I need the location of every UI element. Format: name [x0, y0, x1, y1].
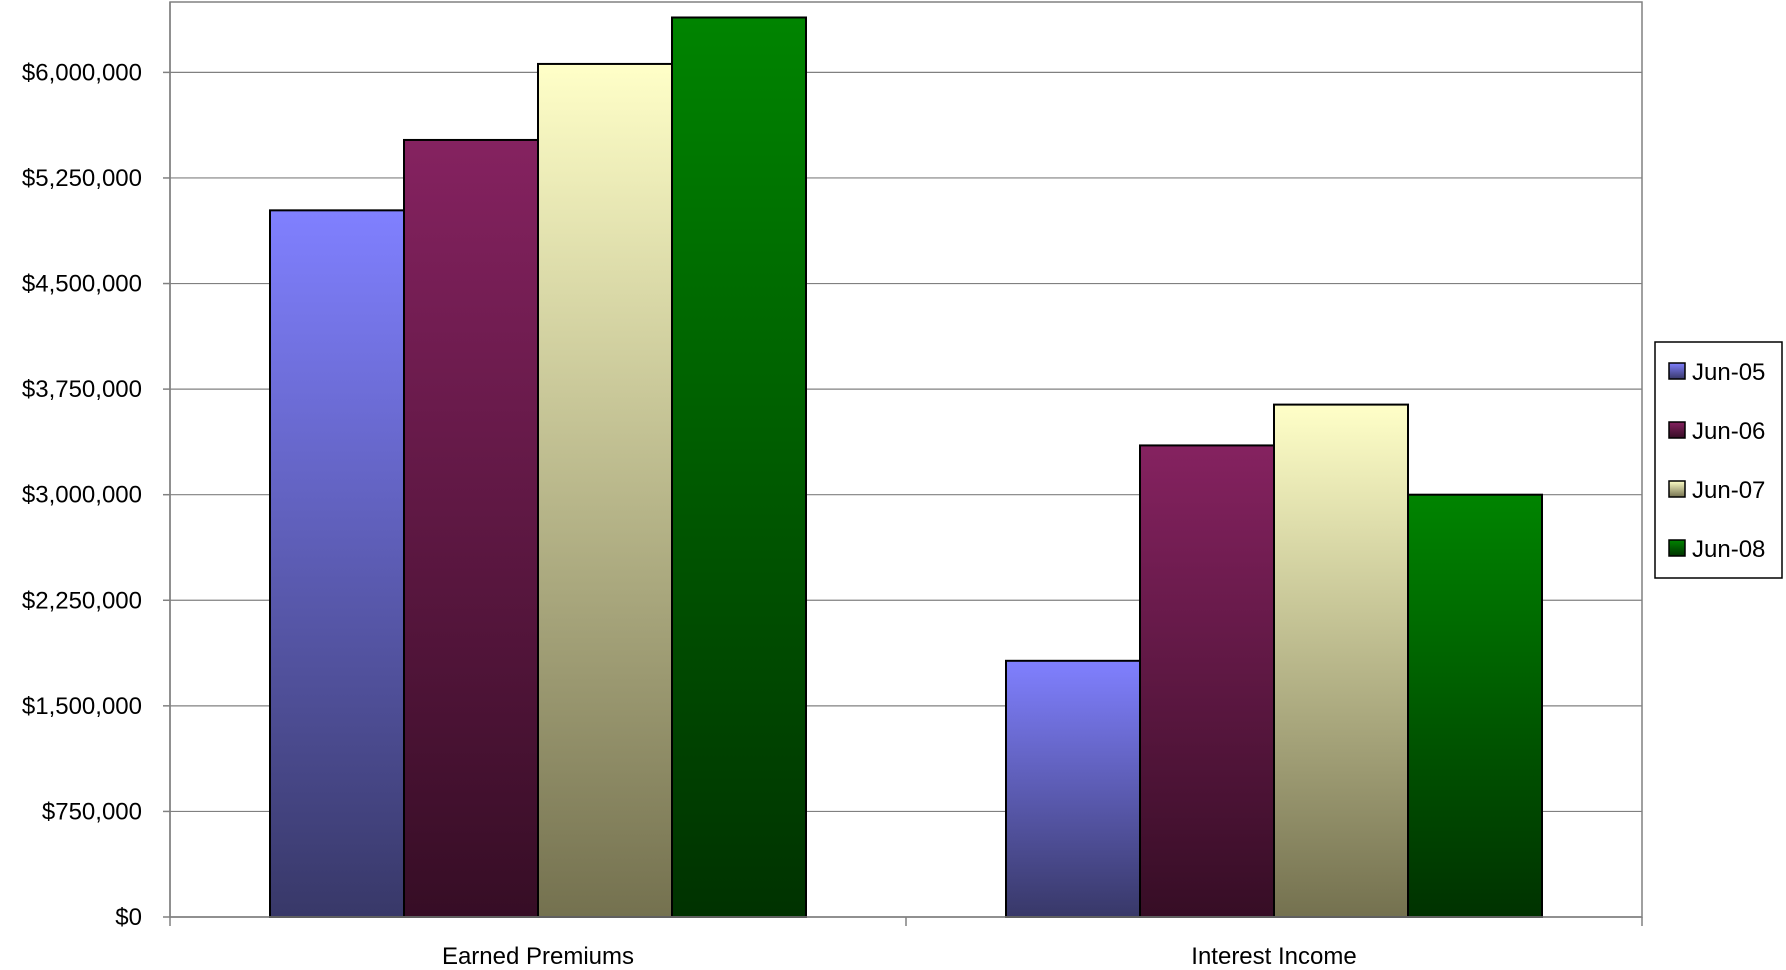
axes	[163, 2, 1643, 926]
y-tick-label: $750,000	[42, 798, 142, 825]
y-tick-label: $4,500,000	[22, 271, 142, 298]
y-tick-label: $1,500,000	[22, 693, 142, 720]
legend-swatch	[1668, 539, 1686, 557]
bar-jun-08-earned-premiums	[671, 16, 807, 918]
x-category-label: Interest Income	[1191, 943, 1356, 970]
bar-jun-05-interest-income	[1005, 659, 1141, 918]
legend-swatch	[1668, 362, 1686, 380]
y-tick-label: $3,750,000	[22, 376, 142, 403]
x-category-label: Earned Premiums	[442, 943, 634, 970]
bar-jun-08-interest-income	[1407, 493, 1543, 918]
bar-jun-06-interest-income	[1139, 444, 1275, 918]
bars	[269, 16, 1543, 919]
y-tick-labels: $0 $750,000 $1,500,000 $2,250,000 $3,000,000…	[22, 59, 142, 931]
bar-jun-07-interest-income	[1273, 403, 1409, 919]
bar-jun-06-earned-premiums	[403, 138, 539, 918]
legend-box	[1654, 341, 1783, 579]
x-category-labels: Earned Premiums Interest Income	[442, 943, 1357, 970]
y-tick-label: $3,000,000	[22, 482, 142, 509]
y-tick-label: $2,250,000	[22, 587, 142, 614]
bar-jun-07-earned-premiums	[537, 62, 673, 918]
bar-jun-05-earned-premiums	[269, 209, 405, 919]
legend-swatch	[1668, 480, 1686, 498]
legend-label: Jun-05	[1692, 359, 1765, 386]
legend-label: Jun-07	[1692, 477, 1765, 504]
y-tick-label: $6,000,000	[22, 59, 142, 86]
legend-label: Jun-08	[1692, 536, 1765, 563]
legend: Jun-05 Jun-06 Jun-07 Jun-08	[1654, 341, 1783, 579]
y-tick-label: $0	[115, 904, 142, 931]
legend-label: Jun-06	[1692, 418, 1765, 445]
y-tick-label: $5,250,000	[22, 165, 142, 192]
legend-swatch	[1668, 421, 1686, 439]
